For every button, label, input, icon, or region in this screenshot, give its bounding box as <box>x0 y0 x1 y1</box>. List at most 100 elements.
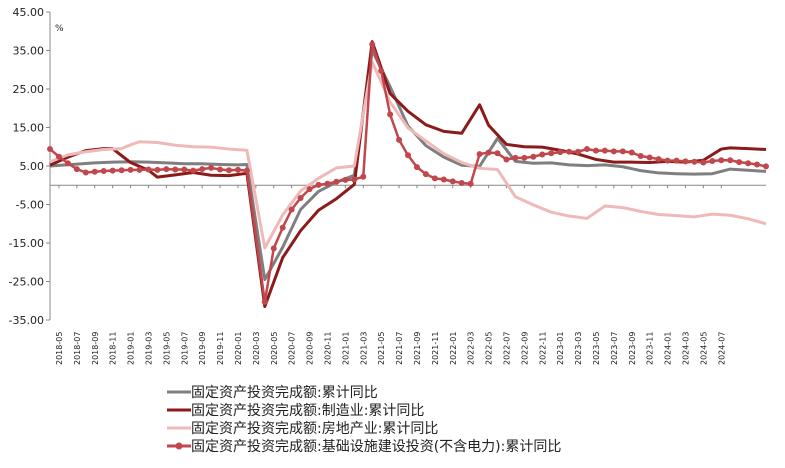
x-axis: 2018-05 2018-07 2018-09 2018-11 2019-01 2019-… <box>50 184 766 365</box>
data-point <box>619 148 626 155</box>
series-line <box>49 60 767 250</box>
data-point <box>494 150 501 157</box>
data-point <box>682 158 689 165</box>
x-tick-label: 2020-11 <box>323 332 332 365</box>
x-tick-label: 2021-01 <box>341 332 350 365</box>
y-tick-label: -15.00 <box>9 237 44 250</box>
data-point <box>664 157 671 164</box>
data-point <box>763 163 769 170</box>
data-point <box>673 157 680 164</box>
series-3 <box>49 60 767 250</box>
data-point <box>217 166 224 173</box>
x-tick-label: 2023-09 <box>628 332 637 365</box>
data-point <box>601 147 608 154</box>
data-point <box>485 149 492 156</box>
data-point <box>413 164 420 171</box>
x-tick-label: 2018-07 <box>73 332 82 365</box>
x-tick-label: 2021-03 <box>359 332 368 365</box>
x-tick-label: 2022-11 <box>538 332 547 365</box>
data-point <box>449 178 456 185</box>
y-tick-label: 15.00 <box>13 122 45 135</box>
unit-label: % <box>55 24 64 34</box>
data-point <box>557 149 564 156</box>
y-tick-label: -25.00 <box>9 276 44 289</box>
x-tick-label: 2019-09 <box>198 332 207 365</box>
series-layer <box>47 40 769 309</box>
x-tick-label: 2020-09 <box>306 332 315 365</box>
data-point <box>584 146 590 153</box>
legend-item: 固定资产投资完成额:基础设施建设投资(不含电力):累计同比 <box>167 438 561 455</box>
y-axis: 45.00 35.00 25.00 15.00 5.00 -5.00 -15.00 -25.0… <box>9 6 51 327</box>
data-point <box>566 148 573 155</box>
data-point <box>458 179 465 186</box>
x-tick-label: 2019-07 <box>180 332 189 365</box>
data-point <box>503 156 510 163</box>
x-tick-label: 2024-01 <box>664 332 673 365</box>
series-2 <box>49 40 767 309</box>
data-point <box>324 180 331 187</box>
data-point <box>315 181 322 188</box>
legend-marker <box>175 442 183 450</box>
data-point <box>297 194 304 201</box>
y-tick-label: 25.00 <box>13 83 45 96</box>
data-point <box>118 167 125 174</box>
x-tick-label: 2019-11 <box>216 332 225 365</box>
data-point <box>234 166 241 173</box>
x-tick-label: 2024-03 <box>681 332 690 365</box>
data-point <box>145 166 152 173</box>
data-point <box>396 136 403 143</box>
y-tick-label: -35.00 <box>9 314 44 327</box>
legend-item: 固定资产投资完成额:累计同比 <box>167 385 378 401</box>
series-line <box>49 40 767 309</box>
data-point <box>369 41 376 48</box>
data-point <box>226 167 232 174</box>
data-point <box>342 176 349 183</box>
data-point <box>476 151 483 158</box>
x-tick-label: 2022-03 <box>467 332 476 365</box>
data-point <box>709 157 716 164</box>
series-line <box>49 49 767 282</box>
data-point <box>199 166 206 173</box>
data-point <box>109 167 116 174</box>
data-point <box>82 169 89 176</box>
x-tick-label: 2023-05 <box>592 332 601 365</box>
x-tick-label: 2022-05 <box>485 332 494 365</box>
data-point <box>422 171 429 178</box>
data-point <box>163 166 170 173</box>
x-tick-label: 2024-05 <box>699 332 708 365</box>
legend-label: 固定资产投资完成额:累计同比 <box>191 385 378 401</box>
legend-label: 固定资产投资完成额:房地产业:累计同比 <box>191 421 438 437</box>
data-point <box>440 176 447 183</box>
x-tick-label: 2021-05 <box>377 332 386 365</box>
legend-label: 固定资产投资完成额:基础设施建设投资(不含电力):累计同比 <box>191 438 561 455</box>
x-tick-label: 2019-03 <box>144 332 153 365</box>
data-point <box>279 224 286 231</box>
x-tick-label: 2024-07 <box>717 332 726 365</box>
data-point <box>610 148 617 155</box>
data-point <box>718 157 725 164</box>
data-point <box>548 150 555 157</box>
x-tick-label: 2023-11 <box>646 332 655 365</box>
data-point <box>691 158 698 165</box>
data-point <box>288 206 295 213</box>
x-tick-label: 2023-03 <box>574 332 583 365</box>
data-point <box>637 152 644 159</box>
y-tick-label: -5.00 <box>16 199 44 212</box>
data-point <box>512 154 519 161</box>
x-tick-label: 2022-07 <box>502 332 511 365</box>
y-tick-label: 5.00 <box>20 160 45 173</box>
x-tick-label: 2019-01 <box>127 332 136 365</box>
data-point <box>592 147 599 154</box>
data-point <box>208 164 215 171</box>
x-tick-label: 2021-09 <box>413 332 422 365</box>
data-point <box>646 154 653 161</box>
data-point <box>154 166 161 173</box>
x-tick-label: 2020-03 <box>252 332 261 365</box>
data-point <box>655 156 662 163</box>
x-tick-label: 2018-09 <box>91 332 100 365</box>
data-point <box>360 173 367 180</box>
data-point <box>270 245 277 252</box>
x-tick-label: 2020-07 <box>288 332 297 365</box>
legend: 固定资产投资完成额:累计同比固定资产投资完成额:制造业:累计同比固定资产投资完成… <box>167 385 561 455</box>
